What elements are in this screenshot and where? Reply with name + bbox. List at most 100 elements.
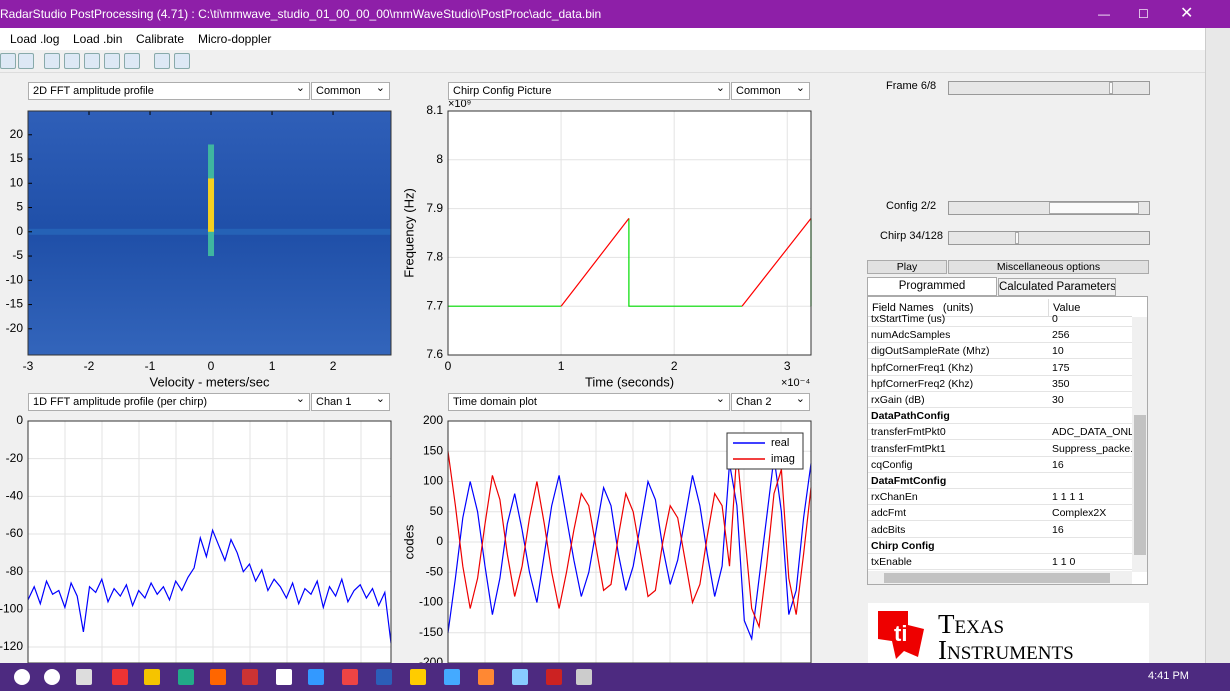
target-core: [208, 178, 215, 232]
menu-item[interactable]: Calibrate: [136, 32, 185, 46]
tool-button[interactable]: [84, 53, 100, 69]
scroll-thumb[interactable]: [884, 573, 1110, 583]
tab[interactable]: Calculated Parameters: [998, 278, 1116, 296]
tool-button[interactable]: [104, 53, 120, 69]
tool-button[interactable]: [154, 53, 170, 69]
taskbar-icon[interactable]: [376, 669, 392, 685]
field-value: 16: [1052, 458, 1064, 471]
tool-button[interactable]: [124, 53, 140, 69]
plot-mode[interactable]: Chan 2: [731, 393, 810, 411]
slider[interactable]: [948, 81, 1150, 95]
tab[interactable]: Programmed Parameters: [867, 277, 997, 309]
tool-button[interactable]: [18, 53, 34, 69]
taskbar-icon[interactable]: [210, 669, 226, 685]
plot-selector[interactable]: 2D FFT amplitude profile: [28, 82, 310, 100]
taskbar-icon[interactable]: [178, 669, 194, 685]
y-tick-label: 15: [10, 151, 24, 165]
taskbar-icon[interactable]: [308, 669, 324, 685]
section-label: Chirp Config: [871, 539, 935, 552]
plot-selector[interactable]: 1D FFT amplitude profile (per chirp): [28, 393, 310, 411]
taskbar-icon[interactable]: [276, 669, 292, 685]
x-exponent: ×10⁻⁴: [781, 377, 810, 389]
taskbar-icon[interactable]: [478, 669, 494, 685]
y-axis-label: Frequency (Hz): [401, 188, 416, 278]
y-tick-label: 5: [16, 200, 23, 214]
y-tick-label: 100: [423, 474, 443, 488]
y-tick-label: 7.6: [426, 347, 443, 361]
legend-label: real: [771, 437, 789, 449]
axes-frame: [447, 420, 812, 663]
table-row: txStartTime (us) 0: [868, 311, 1132, 327]
field-name: txEnable: [871, 556, 912, 568]
y-tick-label: 8.1: [426, 103, 443, 117]
maximize[interactable]: ☐: [1138, 7, 1149, 21]
slider[interactable]: [948, 201, 1150, 215]
tool-button[interactable]: [44, 53, 60, 69]
plot-mode[interactable]: Common: [731, 82, 810, 100]
scroll-thumb[interactable]: [1134, 415, 1146, 555]
plot-mode[interactable]: Common: [311, 82, 390, 100]
slider-thumb[interactable]: [1015, 232, 1019, 244]
field-name: cqConfig: [871, 458, 913, 471]
taskbar-icon[interactable]: [14, 669, 30, 685]
field-value: 30: [1052, 394, 1064, 406]
field-name: adcFmt: [871, 507, 907, 520]
taskbar-icon[interactable]: [546, 669, 562, 685]
data-line: [27, 528, 392, 644]
y-tick-label: -100: [419, 595, 443, 609]
menu-bar: Load .log Load .bin Calibrate Micro-doppler: [0, 28, 1205, 50]
tool-button[interactable]: [174, 53, 190, 69]
taskbar-icon[interactable]: [76, 669, 92, 685]
y-tick-label: 10: [10, 175, 24, 189]
plot-mode[interactable]: Chan 1: [311, 393, 390, 411]
menu-item[interactable]: Load .bin: [73, 32, 123, 46]
toolbar: [0, 50, 1205, 73]
taskbar-icon[interactable]: [444, 669, 460, 685]
slider-thumb[interactable]: [1109, 82, 1113, 94]
y-exponent: ×10⁹: [448, 98, 471, 110]
taskbar-icon[interactable]: [576, 669, 592, 685]
table-row: hpfCornerFreq2 (Khz) 350: [868, 376, 1132, 392]
taskbar: 4:41 PM: [0, 663, 1230, 691]
table-row: rxChanEn 1 1 1 1: [868, 489, 1132, 506]
menu-item[interactable]: Load .log: [10, 32, 60, 46]
field-name: hpfCornerFreq1 (Khz): [871, 361, 974, 374]
table-row: digOutSampleRate (Mhz) 10: [868, 343, 1132, 360]
plot-selector[interactable]: Chirp Config Picture: [448, 82, 730, 100]
button[interactable]: Play: [867, 260, 947, 274]
y-tick-label: -40: [6, 489, 24, 503]
y-tick-label: 8: [436, 152, 443, 166]
x-tick-label: -2: [84, 359, 95, 373]
legend: [726, 432, 804, 470]
taskbar-icon[interactable]: [512, 669, 528, 685]
taskbar-icon[interactable]: [342, 669, 358, 685]
x-axis-label: Velocity - meters/sec: [150, 374, 270, 389]
menu-item[interactable]: Micro-doppler: [198, 32, 272, 46]
x-tick-label: -3: [23, 359, 34, 373]
field-name: hpfCornerFreq2 (Khz): [871, 377, 974, 390]
close[interactable]: ✕: [1180, 5, 1194, 22]
tool-button[interactable]: [0, 53, 16, 69]
y-tick-label: 7.9: [426, 201, 443, 215]
taskbar-icon[interactable]: [144, 669, 160, 685]
tool-button[interactable]: [64, 53, 80, 69]
button[interactable]: Miscellaneous options: [948, 260, 1149, 274]
slider-label: Frame 6/8: [886, 80, 937, 92]
slider-thumb[interactable]: [1049, 202, 1139, 214]
minimize[interactable]: —: [1098, 7, 1110, 21]
clock: 4:41 PM: [1148, 670, 1189, 682]
field-value: 1 1 0: [1052, 556, 1076, 568]
taskbar-icon[interactable]: [112, 669, 128, 685]
field-name: rxGain (dB): [871, 394, 925, 406]
table-row: numAdcSamples 256: [868, 327, 1132, 344]
taskbar-icon[interactable]: [410, 669, 426, 685]
x-tick-label: -1: [145, 359, 156, 373]
ti-logo: ti Texas Instruments: [868, 603, 1149, 664]
taskbar-icon[interactable]: [242, 669, 258, 685]
plot-selector[interactable]: Time domain plot: [448, 393, 730, 411]
slider[interactable]: [948, 231, 1150, 245]
field-name: transferFmtPkt1: [871, 442, 946, 455]
taskbar-icon[interactable]: [44, 669, 60, 685]
